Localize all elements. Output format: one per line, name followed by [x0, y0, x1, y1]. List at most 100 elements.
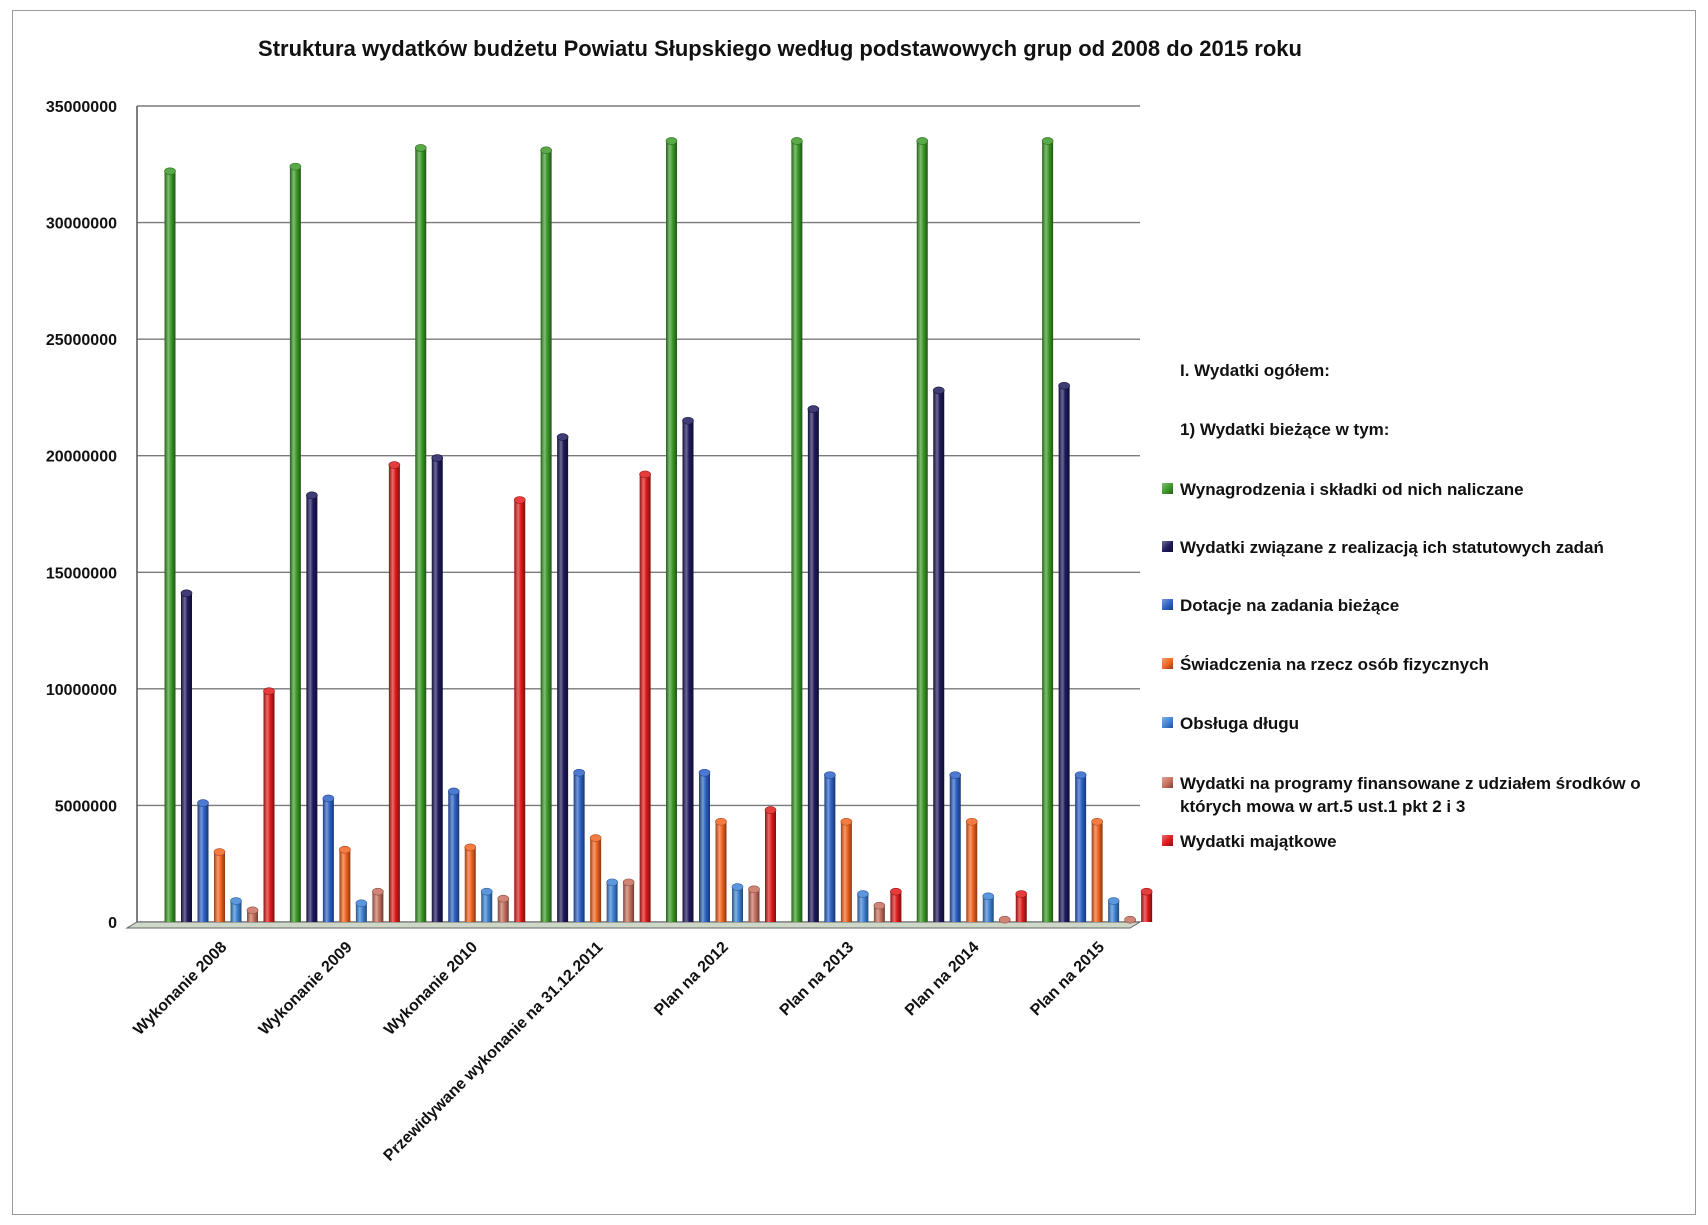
bar	[807, 405, 820, 923]
legend-item: Świadczenia na rzecz osób fizycznych	[1162, 653, 1682, 676]
bar	[1124, 915, 1136, 924]
bar	[372, 887, 384, 922]
bar	[289, 162, 302, 923]
x-category-label: Przewidywane wykonanie na 31.12.2011	[381, 939, 607, 1165]
bar	[715, 817, 727, 922]
y-tick-label: 5000000	[55, 798, 117, 815]
legend-label: Dotacje na zadania bieżące	[1180, 596, 1400, 615]
bar	[213, 848, 226, 922]
bar	[916, 137, 929, 922]
legend-label: Wydatki na programy finansowane z udział…	[1180, 774, 1641, 816]
bar	[513, 496, 526, 922]
legend-item: Wydatki związane z realizacją ich statut…	[1162, 536, 1682, 559]
bar	[857, 890, 869, 922]
y-tick-label: 35000000	[46, 99, 117, 116]
bar	[263, 687, 275, 922]
bar	[1074, 771, 1087, 922]
legend-label: Obsługa długu	[1180, 714, 1299, 733]
bar	[890, 887, 902, 922]
bar	[698, 768, 711, 922]
chart-frame	[12, 10, 1696, 1215]
x-category-label: Plan na 2015	[1027, 939, 1108, 1020]
legend-item: Wynagrodzenia i składki od nich naliczan…	[1162, 478, 1682, 501]
bar	[791, 137, 803, 922]
bar	[824, 771, 836, 922]
legend-label: Świadczenia na rzecz osób fizycznych	[1180, 655, 1489, 674]
bar	[665, 137, 678, 922]
legend-swatch	[1162, 717, 1173, 728]
bar	[1140, 887, 1153, 922]
bar	[1058, 381, 1070, 922]
legend-item: Wydatki majątkowe	[1162, 830, 1682, 853]
chart-title: Struktura wydatków budżetu Powiatu Słups…	[258, 36, 1302, 61]
bar	[873, 901, 886, 922]
x-axis-floor	[125, 921, 1142, 929]
bar	[1015, 890, 1028, 922]
bar	[1041, 137, 1054, 922]
legend-label: Wydatki związane z realizacją ich statut…	[1180, 538, 1604, 557]
bar	[764, 806, 777, 922]
bar	[932, 386, 945, 922]
bar	[431, 454, 444, 922]
legend-swatch	[1162, 777, 1173, 788]
bar	[589, 834, 602, 922]
y-tick-label: 15000000	[46, 565, 117, 582]
bar	[246, 906, 259, 922]
bar	[1091, 817, 1103, 922]
x-category-label: Plan na 2014	[902, 939, 983, 1020]
bar	[540, 146, 552, 923]
bar	[622, 878, 635, 922]
bar	[748, 885, 760, 922]
bar	[322, 794, 335, 922]
bar	[606, 878, 618, 922]
y-tick-labels: 0 5000000 10000000 15000000 20000000 25000000…	[46, 99, 117, 932]
y-tick-label: 20000000	[46, 449, 117, 466]
legend-item: Dotacje na zadania bieżące	[1162, 594, 1682, 617]
x-category-label: Wykonanie 2008	[130, 939, 230, 1039]
x-category-label: Wykonanie 2010	[381, 939, 481, 1039]
y-tick-label: 25000000	[46, 332, 117, 349]
x-category-label: Plan na 2013	[777, 939, 858, 1020]
bar	[230, 897, 242, 922]
bar	[639, 470, 651, 922]
legend-item: Wydatki na programy finansowane z udział…	[1162, 772, 1682, 818]
bar	[573, 768, 585, 922]
bar	[414, 144, 427, 923]
bar	[497, 894, 510, 922]
legend-header-current: 1) Wydatki bieżące w tym:	[1180, 420, 1390, 439]
grid-lines	[137, 105, 1140, 923]
bar	[180, 589, 193, 922]
x-category-label: Wykonanie 2009	[256, 939, 356, 1039]
bar	[840, 817, 853, 922]
bar	[339, 845, 351, 922]
legend-swatch	[1162, 658, 1173, 669]
legend-swatch	[1162, 599, 1173, 610]
legend-swatch	[1162, 835, 1173, 846]
bar	[306, 491, 318, 922]
bar	[197, 799, 209, 922]
bar	[164, 167, 176, 922]
y-tick-label: 30000000	[46, 216, 117, 233]
bar	[982, 892, 995, 922]
legend-swatch	[1162, 541, 1173, 552]
y-tick-label: 0	[108, 915, 117, 932]
legend-swatch	[1162, 483, 1173, 494]
legend-item: Obsługa długu	[1162, 712, 1682, 735]
bar	[480, 887, 493, 922]
bar	[355, 899, 368, 922]
bar	[965, 817, 978, 922]
bar	[682, 416, 694, 922]
bar	[464, 843, 477, 922]
legend-label: Wynagrodzenia i składki od nich naliczan…	[1180, 480, 1524, 499]
bar	[731, 883, 744, 922]
bars	[164, 137, 1153, 924]
bar	[556, 433, 569, 922]
bar	[1107, 897, 1120, 922]
category-labels: Wykonanie 2008 Wykonanie 2009 Wykonanie 20…	[130, 939, 1108, 1165]
legend-label: Wydatki majątkowe	[1180, 832, 1337, 851]
legend-header-total: I. Wydatki ogółem:	[1180, 361, 1330, 380]
bar	[949, 771, 962, 922]
x-category-label: Plan na 2012	[651, 939, 732, 1020]
y-tick-label: 10000000	[46, 682, 117, 699]
